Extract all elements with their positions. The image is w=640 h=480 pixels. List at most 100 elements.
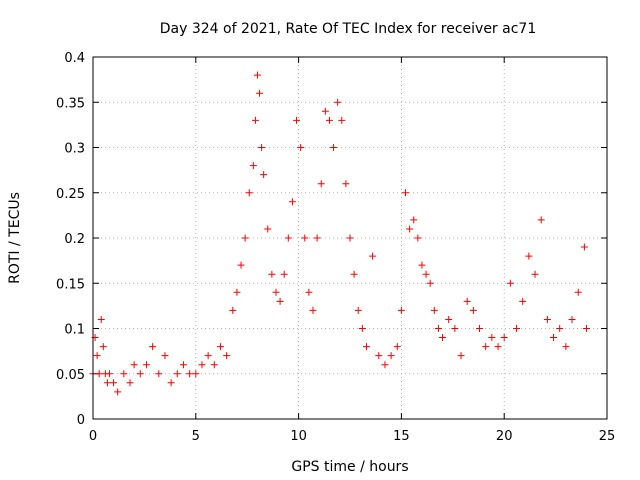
data-point — [519, 297, 527, 305]
y-tick-label: 0.05 — [56, 368, 85, 383]
data-point — [253, 71, 261, 79]
data-point — [506, 279, 514, 287]
data-point — [434, 325, 442, 332]
data-point — [272, 288, 280, 296]
data-point — [309, 306, 317, 314]
data-point — [582, 325, 590, 332]
y-tick-label: 0.1 — [64, 323, 85, 338]
data-point — [414, 234, 422, 242]
data-point — [426, 279, 434, 287]
data-point — [402, 189, 410, 197]
data-point — [439, 334, 447, 342]
x-tick-label: 15 — [393, 429, 410, 444]
data-point — [381, 361, 389, 369]
data-point — [317, 180, 325, 188]
data-point — [280, 270, 288, 278]
data-point — [161, 352, 169, 360]
data-point — [260, 171, 268, 179]
data-point — [334, 98, 342, 106]
data-point — [276, 297, 284, 305]
data-point — [110, 379, 118, 387]
data-point — [445, 315, 453, 323]
data-point — [223, 352, 231, 360]
y-tick-label: 0.4 — [64, 51, 85, 66]
y-tick-label: 0.35 — [56, 96, 85, 111]
data-point — [476, 325, 484, 332]
data-point — [354, 306, 362, 314]
data-point — [155, 370, 163, 378]
data-point — [358, 325, 366, 332]
data-point — [216, 343, 224, 351]
data-point — [237, 261, 245, 269]
data-point — [362, 343, 370, 351]
x-tick-label: 0 — [89, 429, 97, 444]
data-point — [330, 144, 338, 151]
plot-border — [92, 56, 608, 420]
data-point — [556, 325, 564, 332]
data-point — [288, 198, 296, 206]
data-point — [99, 343, 107, 351]
data-point — [297, 144, 305, 151]
data-point — [342, 180, 350, 188]
data-point — [410, 216, 418, 224]
data-point — [130, 361, 138, 369]
data-point — [229, 306, 237, 314]
data-point — [136, 370, 144, 378]
data-point — [105, 370, 113, 378]
x-tick-label: 20 — [496, 429, 513, 444]
data-point — [114, 388, 122, 396]
data-point — [422, 270, 430, 278]
data-point — [97, 315, 105, 323]
data-point — [321, 107, 329, 115]
data-point — [350, 270, 358, 278]
data-point — [120, 370, 128, 378]
x-tick-label: 10 — [290, 429, 307, 444]
data-point — [369, 252, 377, 260]
data-point — [233, 288, 241, 296]
data-point — [574, 288, 582, 296]
data-point — [293, 116, 301, 124]
x-tick-labels: 0 5 10 15 20 25 — [89, 429, 615, 444]
data-point — [192, 370, 200, 378]
x-tick-label: 25 — [599, 429, 616, 444]
y-tick-labels: 0 0.05 0.1 0.15 0.2 0.25 0.3 0.35 0.4 — [56, 51, 85, 428]
data-point — [393, 343, 401, 351]
data-point — [251, 116, 259, 124]
data-point — [264, 225, 272, 233]
data-point — [543, 315, 551, 323]
data-point — [313, 234, 321, 242]
data-point — [245, 189, 253, 197]
data-point — [301, 234, 309, 242]
y-tick-label: 0.3 — [64, 142, 85, 157]
data-point — [375, 352, 383, 360]
data-point — [95, 370, 103, 378]
data-point — [241, 234, 249, 242]
data-point — [482, 343, 490, 351]
data-point — [430, 306, 438, 314]
data-point — [149, 343, 157, 351]
data-point — [457, 352, 465, 360]
y-tick-label: 0 — [77, 413, 85, 428]
data-points — [89, 71, 590, 396]
data-point — [284, 234, 292, 242]
x-axis-title: GPS time / hours — [291, 459, 408, 475]
data-point — [500, 334, 508, 342]
data-point — [550, 334, 558, 342]
data-point — [568, 315, 576, 323]
data-point — [531, 270, 539, 278]
y-tick-label: 0.15 — [56, 277, 85, 292]
data-point — [126, 379, 134, 387]
data-point — [210, 361, 218, 369]
data-point — [513, 325, 521, 332]
data-point — [338, 116, 346, 124]
chart-title: Day 324 of 2021, Rate Of TEC Index for r… — [160, 21, 536, 37]
data-point — [537, 216, 545, 224]
data-point — [397, 306, 405, 314]
data-point — [346, 234, 354, 242]
data-point — [103, 379, 111, 387]
y-tick-label: 0.25 — [56, 187, 85, 202]
data-point — [256, 89, 264, 97]
x-tick-label: 5 — [192, 429, 200, 444]
data-point — [525, 252, 533, 260]
data-point — [93, 352, 101, 360]
